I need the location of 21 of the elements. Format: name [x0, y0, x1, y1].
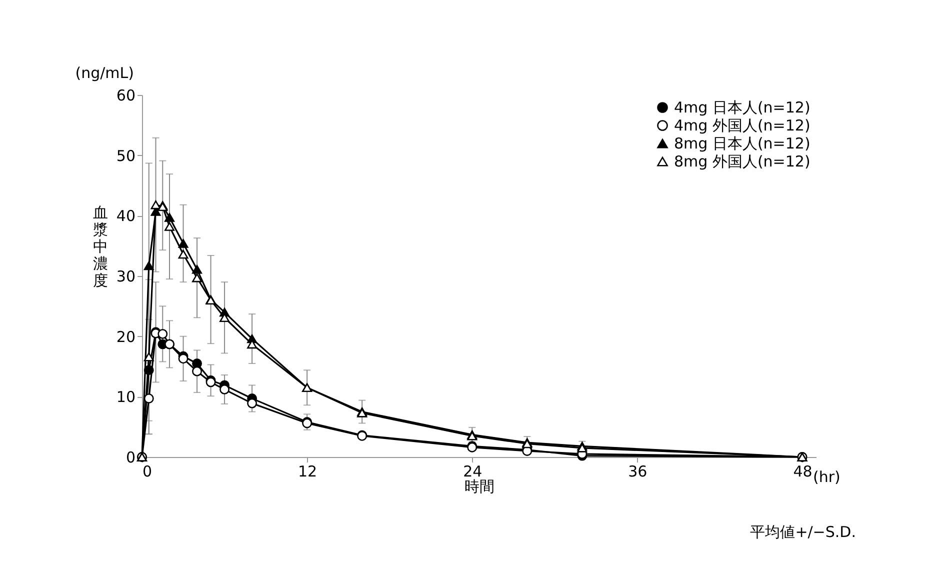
x-tick-label: 12: [298, 462, 318, 480]
y-tick-label: 30: [116, 268, 136, 286]
y-tick-label: 10: [116, 388, 136, 406]
text: (hr): [813, 468, 840, 486]
y-tick-label: 60: [116, 86, 136, 104]
legend-label: 4mg 日本人(n=12): [674, 98, 810, 116]
x-axis-title: 時間: [464, 478, 494, 496]
y-tick-label: 40: [116, 207, 136, 226]
x-tick-label: 24: [463, 462, 482, 480]
legend-label: 8mg 外国人(n=12): [674, 152, 810, 170]
x-tick-label: 48: [793, 462, 812, 480]
x-tick-label: 0: [142, 462, 152, 480]
text: (ng/mL): [75, 64, 134, 82]
legend-label: 4mg 外国人(n=12): [674, 116, 810, 134]
y-tick-label: 0: [126, 448, 136, 466]
x-tick-label: 36: [628, 462, 648, 480]
y-axis-title: 血漿中濃度: [93, 204, 108, 290]
y-tick-label: 50: [116, 146, 136, 165]
text: 平均値+/−S.D.: [750, 523, 856, 541]
legend-label: 8mg 日本人(n=12): [674, 134, 810, 152]
y-tick-label: 20: [116, 328, 136, 346]
